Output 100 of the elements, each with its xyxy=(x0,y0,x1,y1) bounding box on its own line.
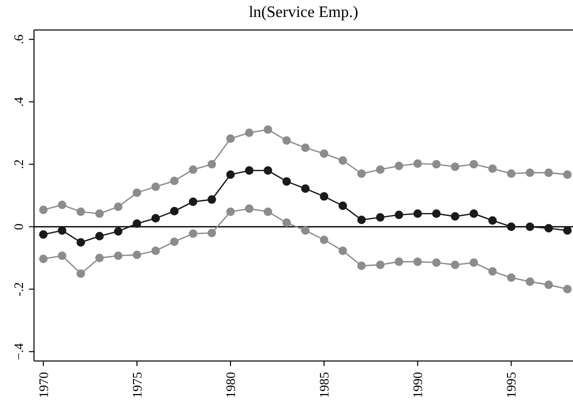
point xyxy=(151,246,160,256)
point xyxy=(282,136,291,145)
point xyxy=(132,250,142,260)
point xyxy=(188,165,198,174)
y-tick-label: .2 xyxy=(11,159,26,170)
point xyxy=(450,212,460,221)
point xyxy=(264,207,272,216)
point xyxy=(58,252,66,260)
point xyxy=(244,166,254,175)
point xyxy=(301,226,310,235)
point xyxy=(170,237,179,246)
point xyxy=(506,169,516,178)
point xyxy=(338,202,348,210)
point xyxy=(301,184,310,193)
point xyxy=(132,188,142,197)
point xyxy=(450,260,460,270)
point xyxy=(394,257,404,266)
point xyxy=(58,226,66,235)
point xyxy=(151,214,160,223)
point xyxy=(226,170,235,179)
point xyxy=(394,210,404,220)
point xyxy=(95,232,104,240)
point xyxy=(338,156,348,165)
point xyxy=(39,254,48,264)
point xyxy=(39,230,48,239)
x-tick-label: 1985 xyxy=(316,372,332,398)
point xyxy=(208,228,216,238)
point xyxy=(114,252,122,260)
point xyxy=(563,226,572,235)
y-tick-label: 0 xyxy=(11,223,26,230)
point xyxy=(39,206,48,214)
point xyxy=(226,207,235,216)
point xyxy=(244,204,254,213)
point xyxy=(563,170,572,179)
point xyxy=(132,219,142,228)
point xyxy=(320,149,328,158)
x-tick-label: 1980 xyxy=(223,372,238,398)
point xyxy=(208,160,216,169)
point xyxy=(376,165,384,174)
point xyxy=(544,224,553,233)
point xyxy=(413,159,422,168)
point xyxy=(95,254,104,262)
point xyxy=(338,246,348,256)
point xyxy=(470,160,478,169)
point xyxy=(208,195,216,204)
x-tick-label: 1995 xyxy=(504,372,519,398)
point xyxy=(264,166,272,175)
point xyxy=(76,238,86,247)
point xyxy=(320,236,328,244)
point xyxy=(488,267,497,276)
point xyxy=(394,162,404,170)
point xyxy=(264,125,272,134)
point xyxy=(432,209,441,218)
x-tick-label: 1970 xyxy=(36,372,51,398)
point xyxy=(188,197,198,206)
x-tick-label: 1975 xyxy=(129,372,144,398)
point xyxy=(563,284,572,294)
point xyxy=(376,260,384,270)
point xyxy=(170,206,179,216)
y-tick-label: -.2 xyxy=(11,282,26,296)
point xyxy=(506,273,516,282)
point xyxy=(413,209,422,218)
point xyxy=(376,213,384,222)
point xyxy=(357,169,366,178)
y-tick-label: .6 xyxy=(11,34,26,44)
point xyxy=(470,258,478,267)
point xyxy=(526,168,534,177)
point xyxy=(282,218,291,227)
point xyxy=(544,280,553,290)
point xyxy=(488,216,497,225)
point xyxy=(76,207,86,216)
point xyxy=(226,134,235,143)
point xyxy=(506,222,516,231)
point xyxy=(488,164,497,173)
point xyxy=(76,269,86,278)
point xyxy=(432,160,441,169)
y-tick-label: −.4 xyxy=(11,342,26,360)
point xyxy=(357,262,366,270)
y-tick-label: .4 xyxy=(11,96,26,107)
point xyxy=(357,216,366,224)
point xyxy=(244,128,254,137)
point xyxy=(188,229,198,238)
point xyxy=(450,162,460,172)
point xyxy=(526,222,534,231)
point xyxy=(544,168,553,177)
point xyxy=(282,177,291,186)
x-tick-label: 1990 xyxy=(410,372,426,398)
point xyxy=(413,257,422,266)
point xyxy=(170,176,179,186)
chart-title: ln(Service Emp.) xyxy=(248,4,360,22)
point xyxy=(526,277,534,286)
point xyxy=(151,182,160,192)
point xyxy=(114,227,122,236)
point xyxy=(320,192,328,201)
point xyxy=(301,143,310,152)
point xyxy=(470,209,478,218)
point xyxy=(432,258,441,267)
point xyxy=(95,209,104,218)
point xyxy=(58,200,66,210)
point xyxy=(114,202,122,211)
